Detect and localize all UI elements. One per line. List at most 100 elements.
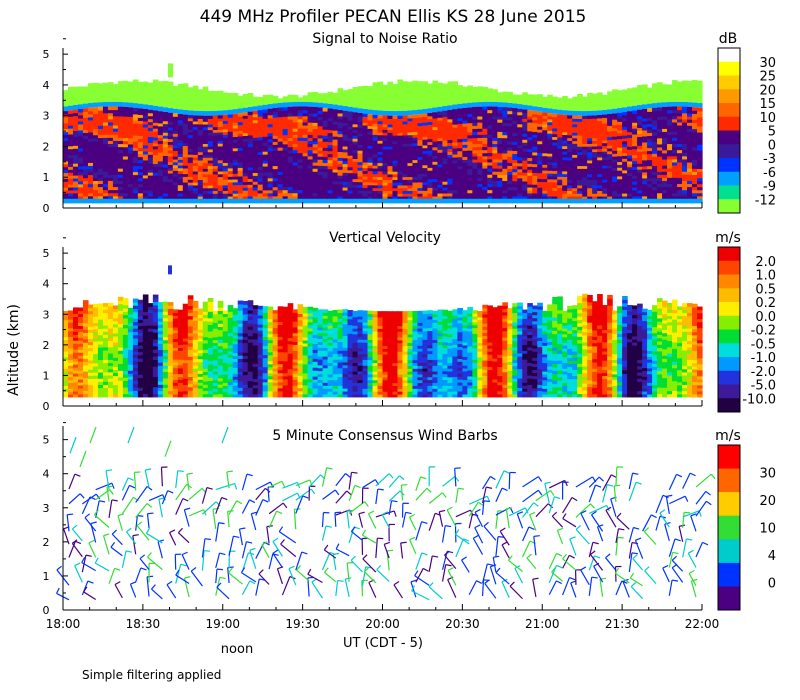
snr-cell	[592, 126, 598, 130]
velocity-cell	[107, 393, 114, 398]
snr-cell	[222, 148, 229, 152]
snr-cell	[387, 173, 394, 178]
snr-cell	[637, 186, 643, 191]
snr-cell	[442, 151, 448, 156]
snr-cell	[67, 119, 74, 123]
snr-cell	[687, 149, 693, 154]
snr-cell	[657, 186, 663, 191]
snr-cell	[247, 163, 254, 168]
snr-cell	[362, 136, 369, 140]
velocity-cell	[102, 334, 109, 339]
snr-cell	[172, 139, 179, 143]
velocity-cell	[172, 364, 179, 369]
snr-cell	[497, 92, 503, 103]
velocity-cell	[132, 318, 139, 323]
snr-cell	[347, 131, 354, 136]
snr-cell	[152, 198, 159, 204]
snr-cell	[677, 112, 683, 117]
velocity-cell	[107, 334, 114, 338]
snr-cell	[352, 187, 359, 191]
snr-cell	[562, 134, 568, 138]
snr-cell	[582, 159, 588, 164]
snr-cell	[492, 164, 498, 169]
snr-cell	[117, 102, 124, 107]
snr-cell	[257, 105, 264, 111]
snr-cell	[92, 177, 99, 182]
velocity-cell	[77, 381, 84, 386]
velocity-cell	[172, 379, 179, 383]
snr-cell	[192, 195, 199, 200]
snr-cell	[577, 198, 583, 204]
snr-cell	[232, 153, 239, 157]
velocity-cell	[87, 344, 94, 349]
snr-cell	[237, 108, 244, 114]
velocity-cell	[63, 388, 69, 392]
snr-cell	[412, 151, 419, 155]
velocity-cell	[112, 381, 119, 386]
snr-cell	[182, 142, 189, 147]
snr-cell	[197, 115, 204, 119]
snr-cell	[67, 157, 74, 162]
snr-cell	[272, 111, 279, 115]
snr-cell	[652, 168, 658, 173]
velocity-cell	[117, 303, 124, 308]
snr-cell	[242, 115, 249, 119]
snr-cell	[72, 151, 79, 155]
snr-cell	[222, 170, 229, 175]
snr-cell	[432, 149, 439, 154]
snr-cell	[112, 198, 119, 204]
snr-cell	[537, 198, 543, 204]
velocity-cell	[142, 393, 149, 398]
velocity-cell	[77, 390, 84, 395]
snr-cell	[142, 186, 149, 191]
snr-cell	[63, 119, 69, 124]
snr-cell	[472, 186, 478, 191]
snr-cell	[337, 127, 344, 132]
snr-cell	[162, 158, 169, 162]
snr-cell	[102, 115, 109, 120]
snr-cell	[442, 175, 448, 179]
snr-cell	[612, 108, 618, 114]
snr-cell	[332, 130, 339, 134]
snr-cell	[482, 149, 488, 154]
velocity-cell	[147, 353, 154, 357]
snr-cell	[617, 124, 623, 128]
snr-cell	[437, 106, 444, 112]
snr-cell	[267, 108, 274, 113]
snr-cell	[247, 149, 254, 153]
snr-cell	[172, 156, 179, 160]
snr-cell	[692, 177, 698, 182]
snr-cell	[677, 177, 683, 181]
snr-cell	[577, 143, 583, 147]
snr-cell	[92, 168, 99, 172]
snr-cell	[392, 179, 399, 183]
snr-cell	[477, 189, 483, 194]
snr-cell	[587, 92, 593, 111]
snr-cell	[557, 176, 563, 180]
snr-cell	[87, 150, 94, 154]
snr-cell	[97, 174, 104, 178]
velocity-cell	[92, 372, 99, 376]
velocity-cell	[97, 331, 104, 336]
snr-cell	[657, 113, 663, 117]
snr-cell	[282, 146, 289, 151]
snr-cell	[522, 189, 528, 194]
snr-cell	[562, 193, 568, 197]
snr-cell	[382, 137, 389, 142]
snr-cell	[412, 184, 419, 189]
snr-cell	[452, 130, 458, 134]
snr-cell	[637, 195, 643, 200]
snr-cell	[467, 156, 473, 160]
snr-cell	[542, 172, 548, 177]
snr-cell	[572, 132, 578, 136]
snr-cell	[82, 198, 89, 204]
snr-cell	[652, 103, 658, 108]
snr-cell	[307, 198, 314, 204]
snr-cell	[482, 128, 488, 132]
snr-cell	[142, 183, 149, 188]
snr-cell	[477, 149, 483, 154]
snr-cell	[387, 193, 394, 197]
snr-cell	[527, 181, 533, 185]
snr-cell	[597, 126, 603, 130]
snr-cell	[237, 150, 244, 154]
